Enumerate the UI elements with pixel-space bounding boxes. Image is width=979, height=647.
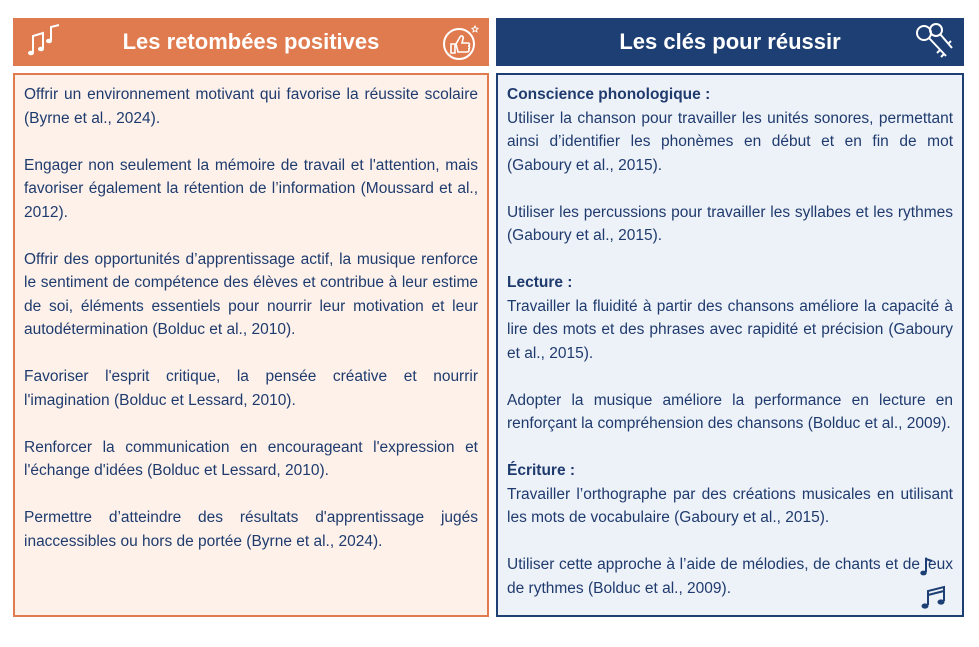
- key-paragraph: Travailler l’orthographe par des créatio…: [507, 485, 953, 527]
- key-paragraph: Utiliser la chanson pour travailler les …: [507, 109, 953, 174]
- section-heading: Lecture :: [507, 274, 573, 291]
- right-column: Les clés pour réussir Conscience phonolo…: [496, 18, 964, 617]
- right-header: Les clés pour réussir: [496, 18, 964, 66]
- right-title: Les clés pour réussir: [619, 29, 841, 54]
- key-paragraph: Adopter la musique améliore la performan…: [507, 391, 953, 433]
- left-box: Offrir un environnement motivant qui fav…: [13, 73, 489, 617]
- section-heading: Écriture :: [507, 462, 576, 479]
- keys-icon: [916, 23, 953, 58]
- thumbs-up-icon: [443, 24, 480, 60]
- right-box: Conscience phonologique : Utiliser la cha…: [496, 73, 964, 617]
- left-header: Les retombées positives: [13, 18, 489, 66]
- section-heading: Conscience phonologique :: [507, 86, 711, 103]
- benefit-item: Permettre d’atteindre des résultats d'ap…: [24, 509, 478, 550]
- benefit-item: Offrir des opportunités d’apprentissage …: [24, 250, 478, 339]
- benefit-item: Engager non seulement la mémoire de trav…: [24, 156, 478, 221]
- left-title: Les retombées positives: [122, 29, 380, 54]
- music-notes-icon: [28, 24, 60, 56]
- music-notes-icon: [920, 557, 945, 609]
- key-paragraph: Utiliser cette approche à l’aide de mélo…: [507, 556, 953, 597]
- key-paragraph: Utiliser les percussions pour travailler…: [507, 203, 953, 245]
- benefit-item: Favoriser l'esprit critique, la pensée c…: [24, 368, 478, 409]
- left-column: Les retombées positives Offrir un enviro…: [13, 18, 489, 617]
- benefit-item: Offrir un environnement motivant qui fav…: [24, 86, 478, 127]
- benefit-item: Renforcer la communication en encouragea…: [24, 438, 478, 480]
- key-paragraph: Travailler la fluidité à partir des chan…: [507, 297, 953, 362]
